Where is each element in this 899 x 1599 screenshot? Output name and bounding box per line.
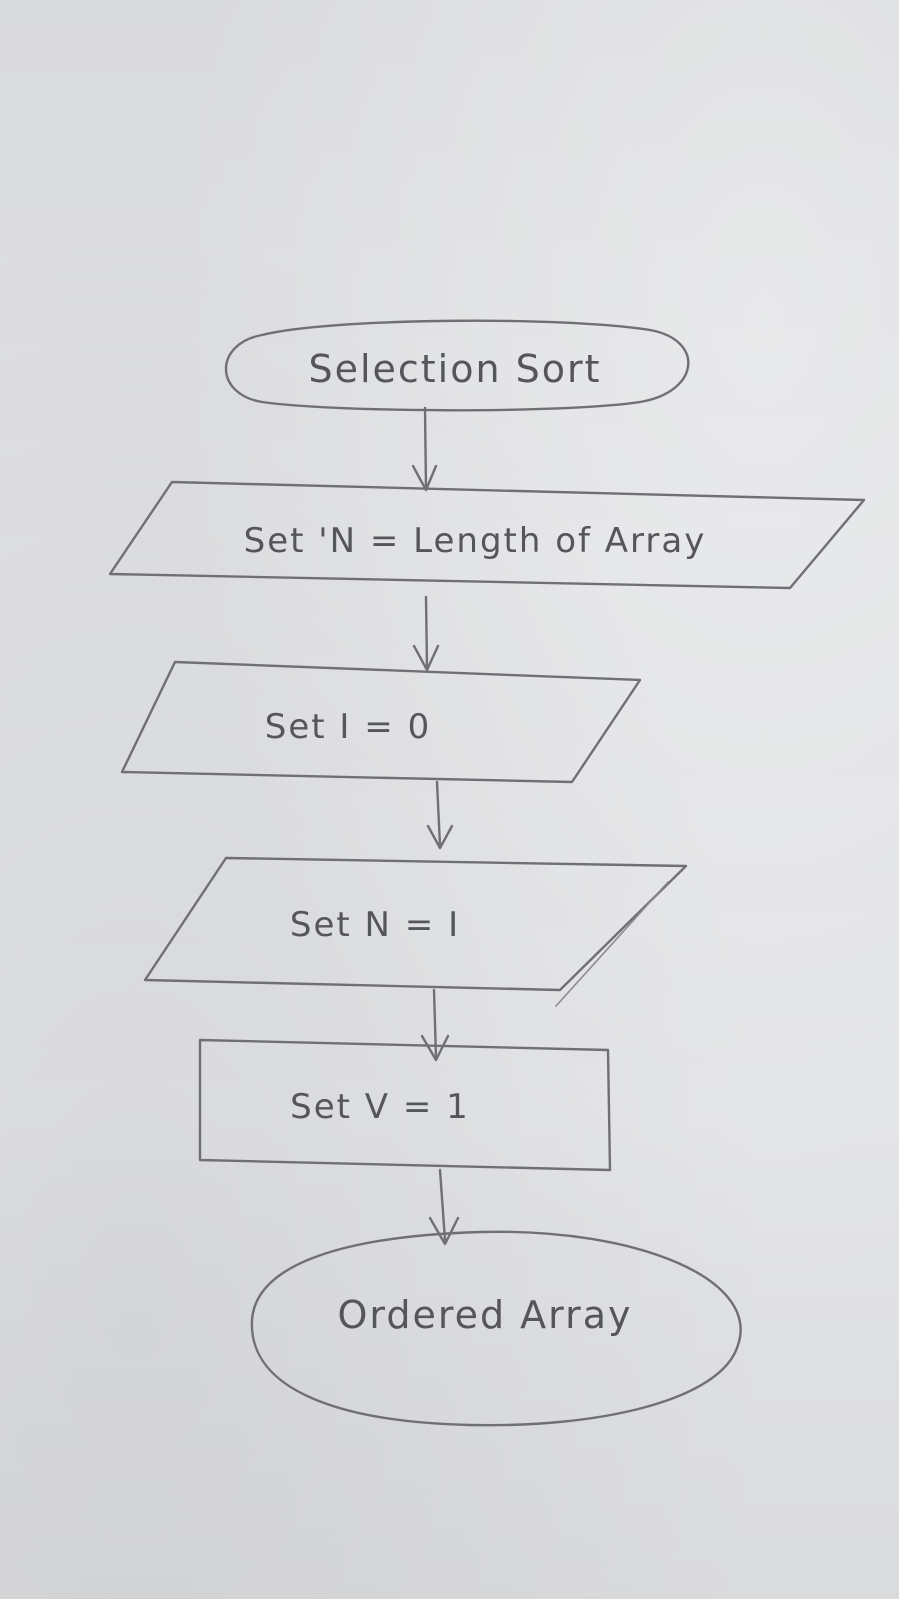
i-zero-label: Set I = 0 bbox=[265, 707, 431, 747]
node-end: Ordered Array bbox=[250, 1230, 742, 1427]
node-v-one: Set V = 1 bbox=[198, 1038, 612, 1172]
node-start: Selection Sort bbox=[225, 319, 690, 412]
arrow-head bbox=[426, 824, 454, 850]
end-label: Ordered Array bbox=[337, 1293, 632, 1337]
v-one-rectangle-shape bbox=[198, 1038, 612, 1172]
n-length-label: Set 'N = Length of Array bbox=[244, 521, 707, 561]
node-n-length: Set 'N = Length of Array bbox=[108, 480, 866, 590]
node-n-i: Set N = I bbox=[143, 856, 688, 1007]
start-label: Selection Sort bbox=[308, 347, 601, 391]
start-terminator-shape bbox=[225, 319, 690, 412]
n-i-extra-stroke bbox=[555, 881, 669, 1007]
arrow-line bbox=[423, 406, 428, 490]
arrow-line bbox=[432, 988, 438, 1060]
edge-v-one-to-end bbox=[428, 1168, 460, 1246]
edge-start-to-n-length bbox=[411, 406, 438, 492]
arrow-line bbox=[435, 780, 442, 848]
n-i-label: Set N = I bbox=[290, 905, 460, 945]
n-length-parallelogram-shape bbox=[108, 480, 866, 590]
arrow-line bbox=[438, 1168, 447, 1242]
arrow-head bbox=[411, 464, 438, 492]
v-one-label: Set V = 1 bbox=[290, 1087, 470, 1127]
end-terminator-shape bbox=[250, 1230, 742, 1427]
edge-n-length-to-i-zero bbox=[412, 595, 440, 672]
arrow-head bbox=[412, 644, 440, 672]
i-zero-parallelogram-shape bbox=[120, 660, 642, 784]
edge-n-i-to-v-one bbox=[420, 988, 450, 1062]
node-i-zero: Set I = 0 bbox=[120, 660, 642, 784]
edge-i-zero-to-n-i bbox=[426, 780, 454, 850]
n-i-parallelogram-shape bbox=[143, 856, 688, 992]
arrow-head bbox=[428, 1216, 460, 1246]
arrow-head bbox=[420, 1034, 450, 1062]
arrow-line bbox=[424, 595, 429, 670]
